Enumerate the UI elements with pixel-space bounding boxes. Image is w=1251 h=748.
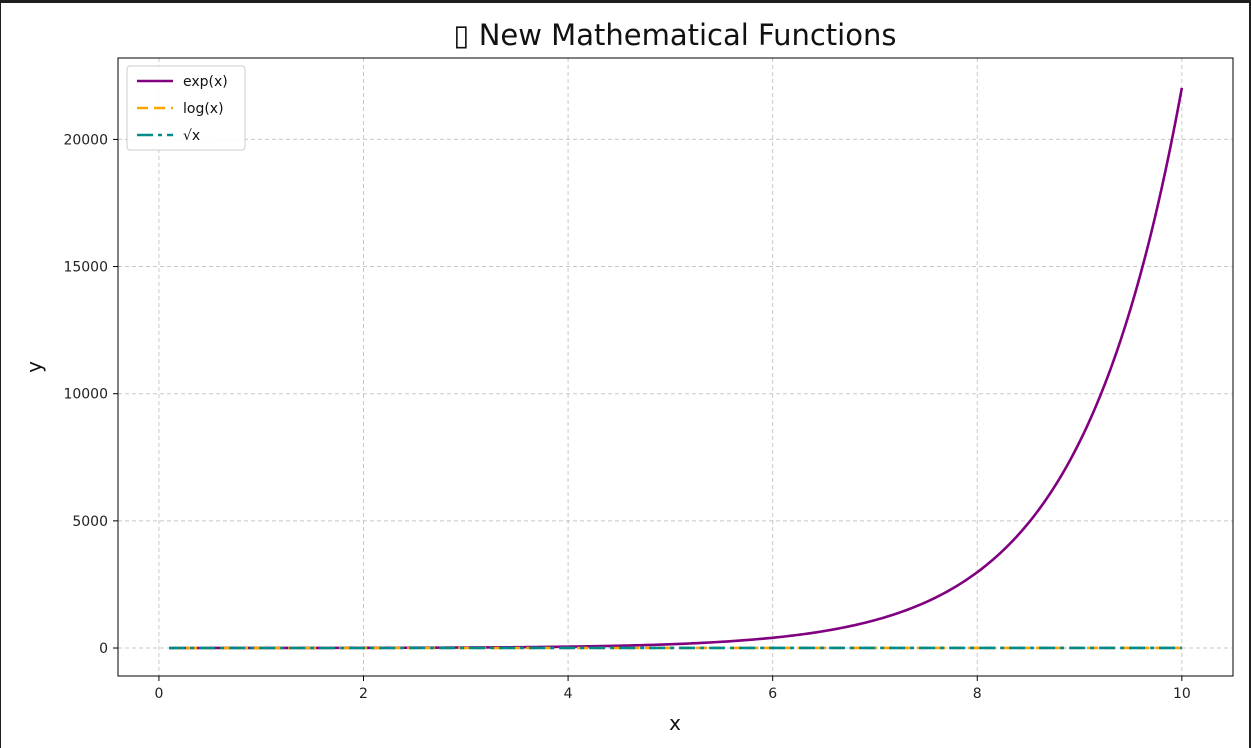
x-tick-label: 0	[154, 686, 163, 702]
x-axis-label: x	[669, 711, 681, 735]
legend-label-sqrt: √x	[183, 128, 200, 144]
legend-label-log: log(x)	[183, 101, 224, 117]
legend: exp(x) log(x) √x	[126, 65, 246, 151]
chart-canvas: ▯ New Mathematical Functions 0 2 4 6 8 10 0 500…	[22, 18, 1234, 735]
chart-figure: ▯ New Mathematical Functions 0 2 4 6 8 10 0 500…	[1, 3, 1249, 748]
legend-box	[126, 65, 246, 151]
y-axis-label: y	[22, 361, 46, 373]
y-tick-label: 10000	[63, 387, 108, 403]
legend-label-exp: exp(x)	[183, 74, 228, 90]
x-tick-label: 4	[564, 686, 573, 702]
x-tick-label: 2	[359, 686, 368, 702]
plot-area-frame	[117, 57, 1234, 677]
y-tick-label: 20000	[63, 132, 108, 148]
x-tick-label: 6	[768, 686, 777, 702]
x-tick-label: 10	[1173, 686, 1191, 702]
y-tick-label: 0	[99, 641, 108, 657]
y-tick-label: 15000	[63, 260, 108, 276]
axis-ticks: 0 2 4 6 8 10 0 5000 10000 15000 20000	[63, 132, 1190, 702]
series-lines	[169, 87, 1184, 650]
x-tick-label: 8	[973, 686, 982, 702]
grid-lines	[118, 58, 1233, 676]
chart-title: ▯ New Mathematical Functions	[454, 18, 897, 52]
y-tick-label: 5000	[72, 514, 108, 530]
series-line-exp	[169, 87, 1184, 650]
